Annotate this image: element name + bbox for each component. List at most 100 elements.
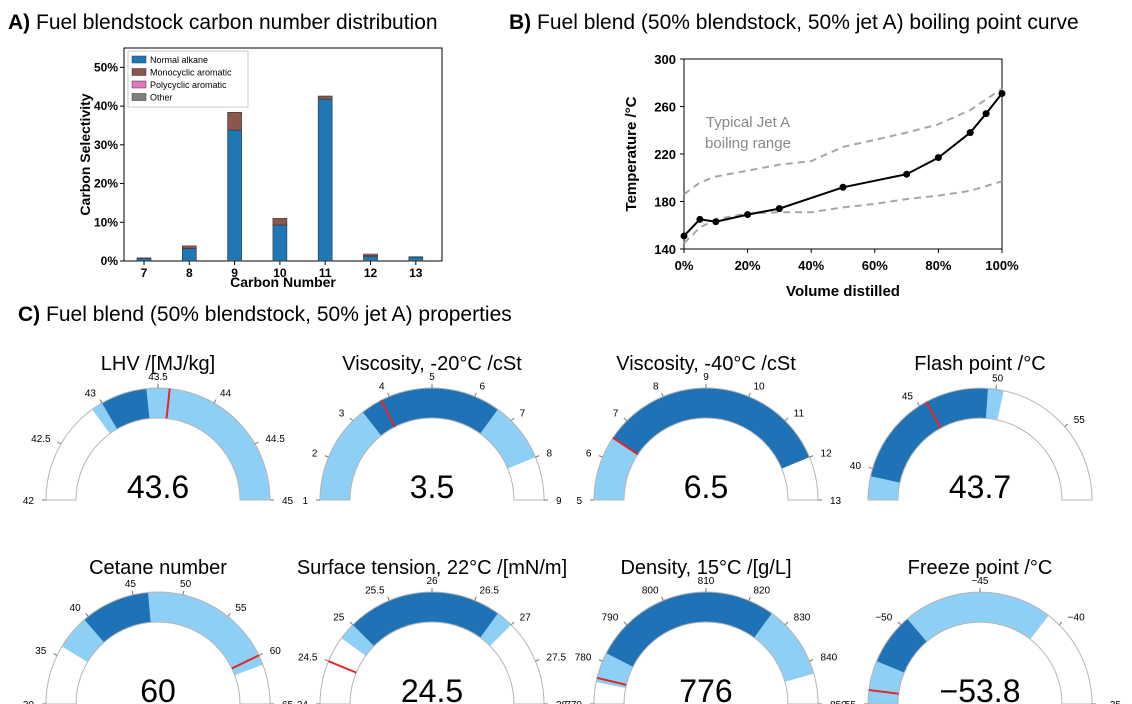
panel-b-title: B) Fuel blend (50% blendstock, 50% jet A… bbox=[509, 11, 1079, 35]
bar-y-tick-label: 50% bbox=[94, 60, 118, 74]
gauge-tick-label: 24 bbox=[297, 700, 309, 704]
gauge-tick-label: 50 bbox=[992, 373, 1004, 384]
gauge-tick-mark bbox=[474, 596, 477, 601]
bar-normal-alkane-8 bbox=[182, 248, 197, 262]
gauge-value-label: 6.5 bbox=[684, 469, 728, 505]
boiling-curve-point bbox=[966, 129, 974, 137]
bar-polycyclic-aromatic-12 bbox=[363, 253, 378, 256]
bar-legend-label: Polycyclic aromatic bbox=[150, 80, 227, 90]
gauge-tick-label: 25.5 bbox=[365, 585, 385, 596]
gauge-title: Surface tension, 22°C /[mN/m] bbox=[297, 557, 567, 579]
gauge-tick-mark bbox=[99, 399, 103, 404]
bar-x-tick-label: 13 bbox=[409, 266, 423, 280]
panel-b-letter: B) bbox=[509, 11, 532, 34]
bar-y-tick-label: 20% bbox=[94, 177, 118, 191]
gauge-tick-mark bbox=[748, 596, 751, 601]
gauge-tick-label: 45 bbox=[125, 579, 137, 590]
gauge-tick-label: 800 bbox=[642, 585, 659, 596]
bar-y-tick-label: 0% bbox=[101, 254, 119, 268]
gauge-tick-label: 30 bbox=[23, 700, 35, 704]
gauge-tick-label: 8 bbox=[653, 381, 659, 392]
gauge-dark-band bbox=[876, 618, 927, 673]
gauge-tick-label: 26.5 bbox=[479, 585, 499, 596]
gauge-tick-label: 35 bbox=[35, 646, 47, 657]
gauge-tick-label: 28 bbox=[556, 700, 568, 704]
gauge-title: Freeze point /°C bbox=[908, 557, 1053, 579]
gauge-tick-mark bbox=[916, 402, 920, 407]
gauge-tick-label: 65 bbox=[282, 700, 294, 704]
line-x-tick-label: 80% bbox=[925, 258, 951, 273]
gauge-tick-label: 43.5 bbox=[148, 372, 168, 383]
gauge-title: LHV /[MJ/kg] bbox=[101, 353, 215, 375]
line-y-axis-label: Temperature /°C bbox=[623, 96, 640, 211]
gauge-value-label: 60 bbox=[140, 673, 176, 704]
gauge-value-needle bbox=[868, 688, 899, 695]
jet-a-range-upper-line bbox=[683, 87, 1003, 196]
gauge-tick-mark bbox=[85, 612, 89, 617]
boiling-curve-point bbox=[998, 89, 1006, 97]
gauge-value-label: 24.5 bbox=[401, 673, 463, 704]
bar-monocyclic-aromatic-10 bbox=[272, 218, 288, 226]
gauge-tick-mark bbox=[324, 455, 329, 458]
gauge-tick-label: 55 bbox=[1074, 415, 1086, 426]
gauge-tick-label: 27 bbox=[520, 612, 532, 623]
gauge-tick-label: 42 bbox=[23, 496, 35, 507]
panel-a-title-text: Fuel blendstock carbon number distributi… bbox=[36, 11, 438, 34]
gauge-tick-mark bbox=[868, 466, 873, 469]
gauge-title: Density, 15°C /[g/L] bbox=[620, 557, 791, 579]
bar-x-tick-label: 12 bbox=[364, 266, 378, 280]
jet-a-range-annotation-line1: Typical Jet A bbox=[706, 114, 790, 131]
gauge-tick-label: 40 bbox=[850, 461, 862, 472]
bar-legend-swatch bbox=[131, 55, 147, 64]
gauge-tick-label: 42.5 bbox=[31, 434, 51, 445]
gauge-tick-label: 5 bbox=[429, 372, 435, 383]
gauge-outline bbox=[45, 387, 271, 501]
gauge-dark-band bbox=[84, 592, 151, 643]
gauge-outline bbox=[867, 591, 1093, 704]
gauge-title: Flash point /°C bbox=[914, 353, 1045, 375]
gauge-tick-mark bbox=[254, 441, 259, 445]
gauge-tick-mark bbox=[131, 590, 134, 595]
gauge-tick-label: 43 bbox=[85, 389, 97, 400]
gauge-title: Cetane number bbox=[89, 557, 227, 579]
panel-c-title-text: Fuel blend (50% blendstock, 50% jet A) p… bbox=[46, 303, 512, 326]
line-x-axis-label: Volume distilled bbox=[786, 283, 900, 300]
gauge-tick-label: 55 bbox=[235, 603, 247, 614]
bar-x-axis-label: Carbon Number bbox=[230, 274, 336, 290]
gauge-tick-mark bbox=[748, 392, 751, 397]
line-x-tick-label: 20% bbox=[735, 258, 761, 273]
gauge-dark-band bbox=[606, 592, 772, 667]
gauge-tick-mark bbox=[623, 621, 628, 626]
gauge-tick-mark bbox=[213, 399, 217, 404]
line-x-tick-label: 60% bbox=[862, 258, 888, 273]
bar-y-tick-label: 40% bbox=[94, 99, 118, 113]
gauge-tick-mark bbox=[474, 392, 477, 397]
bar-monocyclic-aromatic-11 bbox=[317, 95, 333, 100]
gauge-tick-mark bbox=[535, 455, 540, 458]
gauge-outline bbox=[45, 591, 271, 704]
bar-y-tick-label: 30% bbox=[94, 138, 118, 152]
gauge-tick-mark bbox=[598, 455, 603, 458]
gauge-tick-label: 8 bbox=[547, 449, 553, 460]
gauge-dark-band bbox=[102, 388, 150, 429]
bar-normal-alkane-7 bbox=[136, 257, 152, 262]
gauge-tick-label: 27.5 bbox=[547, 653, 567, 664]
gauge-outline bbox=[319, 591, 545, 704]
bar-x-tick-label: 10 bbox=[273, 266, 287, 280]
gauge-tick-label: 9 bbox=[556, 496, 562, 507]
gauge-tick-label: 40 bbox=[70, 603, 82, 614]
gauge-tick-label: 26 bbox=[426, 576, 438, 587]
gauge-value-label: 776 bbox=[679, 673, 732, 704]
boiling-curve-point bbox=[934, 154, 942, 162]
gauge-tick-label: 24.5 bbox=[298, 653, 318, 664]
bar-monocyclic-aromatic-9 bbox=[227, 111, 242, 131]
panel-c-letter: C) bbox=[18, 303, 41, 326]
gauge-tick-label: 780 bbox=[575, 653, 592, 664]
line-y-tick-label: 300 bbox=[654, 52, 676, 67]
gauge-tick-label: 1 bbox=[302, 496, 308, 507]
gauge-tick-mark bbox=[324, 659, 329, 662]
gauge-tick-mark bbox=[57, 441, 62, 445]
panel-c-title: C) Fuel blend (50% blendstock, 50% jet A… bbox=[18, 303, 512, 327]
line-x-tick-label: 100% bbox=[985, 258, 1019, 273]
gauge-light-band bbox=[594, 437, 638, 500]
